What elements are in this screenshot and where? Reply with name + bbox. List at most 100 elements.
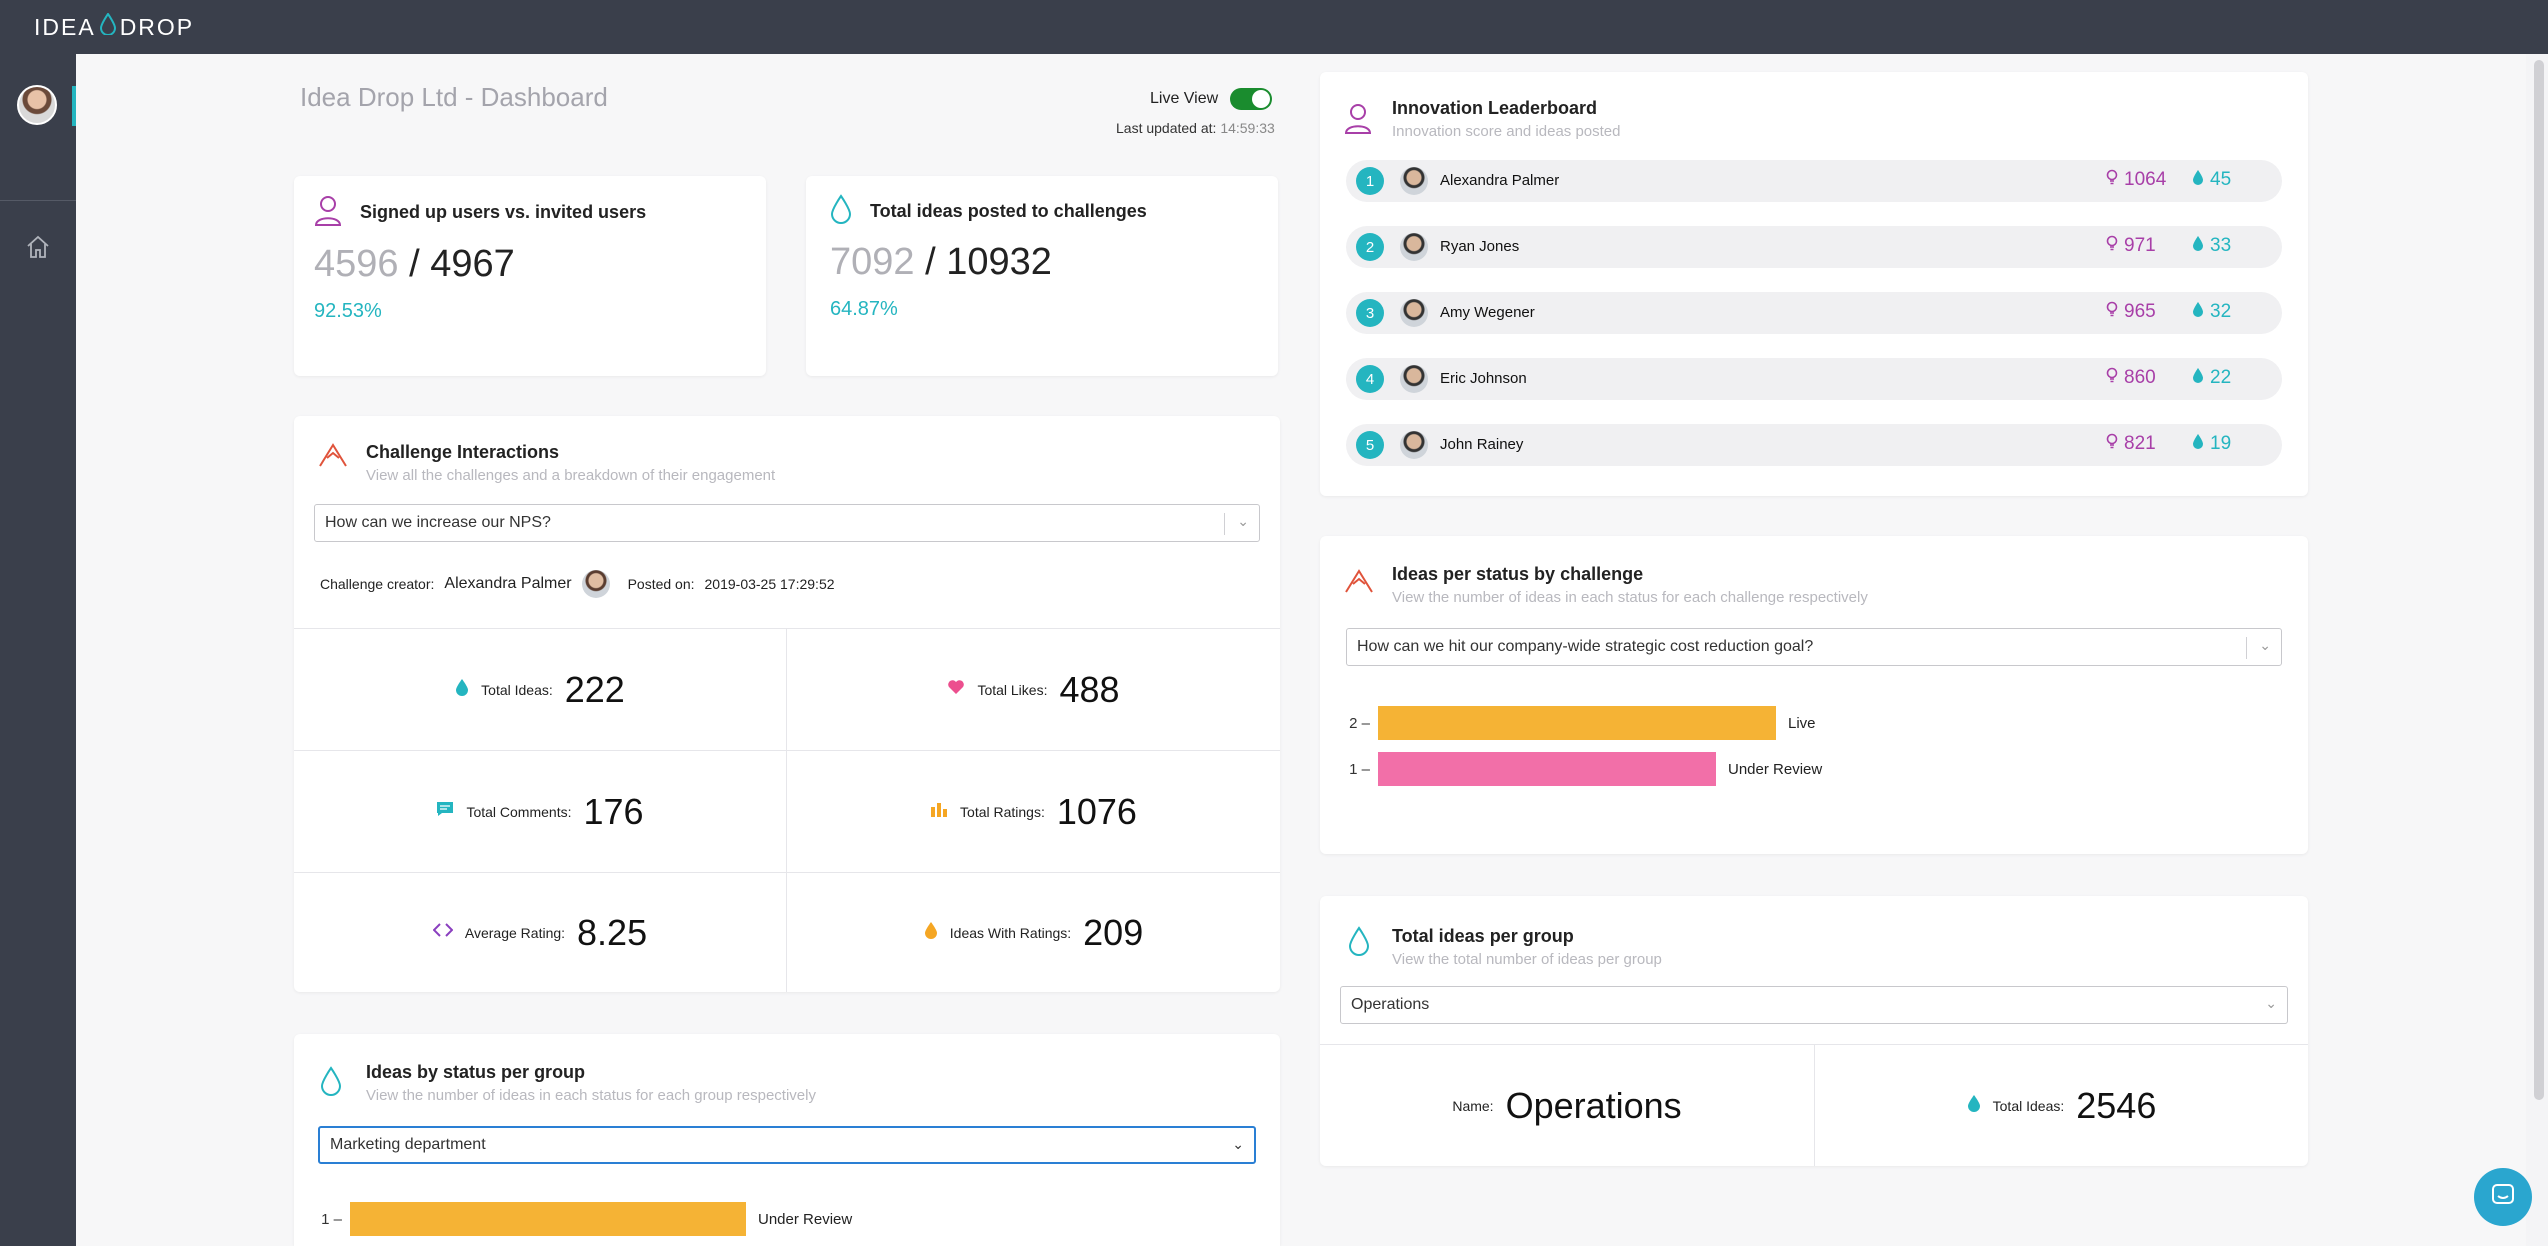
- bar-row: 1 – Under Review: [312, 1202, 852, 1236]
- score-value: 821: [2124, 433, 2156, 454]
- lightbulb-icon: [2106, 367, 2118, 389]
- chevron-down-icon: ⌄: [1237, 513, 1249, 529]
- group-select-value: Marketing department: [330, 1136, 486, 1153]
- leaderboard-row[interactable]: 4 Eric Johnson 860 22: [1346, 358, 2282, 400]
- total-likes-label: Total Likes:: [977, 681, 1048, 698]
- bar[interactable]: [1378, 706, 1776, 740]
- leaderboard-row[interactable]: 5 John Rainey 821 19: [1346, 424, 2282, 466]
- ideas-group-select[interactable]: Operations ⌄: [1340, 986, 2288, 1024]
- rank-badge: 2: [1356, 233, 1384, 261]
- rank-badge: 4: [1356, 365, 1384, 393]
- ratio-separator: /: [914, 241, 947, 283]
- drop-icon: [2192, 235, 2204, 257]
- bar-tick-label: 2 –: [1349, 714, 1370, 732]
- score-value: 1064: [2124, 169, 2167, 190]
- leaderboard-row[interactable]: 1 Alexandra Palmer 1064 45: [1346, 160, 2282, 202]
- score-value: 971: [2124, 235, 2156, 256]
- posted-date: 2019-03-25 17:29:52: [704, 576, 835, 592]
- mountain-icon: [318, 442, 348, 473]
- grid-divider: [786, 628, 787, 992]
- ideas-posted-ratio: 7092 / 10932: [830, 241, 1254, 284]
- creator-avatar: [581, 570, 610, 598]
- ratio-separator: /: [398, 243, 431, 285]
- total-ratings-stat: Total Ratings: 1076: [787, 750, 1280, 872]
- group-name-stat: Name: Operations: [1320, 1044, 1814, 1166]
- app-logo[interactable]: IDEA DROP: [34, 12, 195, 41]
- rank-badge: 5: [1356, 431, 1384, 459]
- last-updated-label: Last updated at:: [1116, 120, 1217, 136]
- avatar: [1400, 299, 1428, 327]
- top-bar: IDEA DROP: [0, 0, 2548, 54]
- user-icon: [314, 194, 342, 231]
- chat-widget-button[interactable]: [2474, 1168, 2532, 1226]
- lightbulb-icon: [2106, 169, 2118, 191]
- drop-icon: [320, 1066, 342, 1101]
- user-avatar[interactable]: [17, 85, 57, 125]
- leaderboard-name[interactable]: Alexandra Palmer: [1440, 172, 1560, 189]
- leaderboard-name[interactable]: Ryan Jones: [1440, 238, 1520, 255]
- home-icon[interactable]: [25, 234, 51, 265]
- total-likes-value: 488: [1059, 668, 1120, 710]
- drop-icon: [1967, 1094, 1981, 1117]
- signed-up-percent: 92.53%: [314, 300, 382, 322]
- vertical-scrollbar[interactable]: [2534, 60, 2544, 1100]
- innovation-score: 860: [2106, 367, 2156, 389]
- ideas-value: 32: [2210, 301, 2232, 322]
- ideas-count: 45: [2192, 169, 2231, 191]
- status-challenge-select[interactable]: How can we hit our company-wide strategi…: [1346, 628, 2282, 666]
- creator-label: Challenge creator:: [320, 576, 435, 592]
- ideas-per-group-title: Total ideas per group: [1392, 926, 1574, 946]
- group-select[interactable]: Marketing department ⌄: [318, 1126, 1256, 1164]
- bar[interactable]: [1378, 752, 1716, 786]
- ideas-with-ratings-value: 209: [1083, 911, 1144, 953]
- group-total-ideas-label: Total Ideas:: [1992, 1097, 2065, 1114]
- logo-text-drop: DROP: [119, 13, 195, 40]
- challenge-select[interactable]: How can we increase our NPS? ⌄: [314, 504, 1260, 542]
- average-rating-label: Average Rating:: [464, 924, 566, 941]
- ideas-count: 19: [2192, 433, 2231, 455]
- innovation-score: 821: [2106, 433, 2156, 455]
- challenge-interactions-title: Challenge Interactions: [366, 442, 560, 462]
- bar-chart-icon: [930, 801, 948, 822]
- total-comments-stat: Total Comments: 176: [294, 750, 786, 872]
- drop-icon: [1348, 926, 1370, 961]
- avatar: [1400, 365, 1428, 393]
- ideas-posted-total: 10932: [946, 241, 1052, 283]
- signed-up-value: 4596: [314, 243, 399, 285]
- group-total-ideas-stat: Total Ideas: 2546: [1815, 1044, 2308, 1166]
- group-name-label: Name:: [1452, 1097, 1494, 1114]
- leaderboard-name[interactable]: Amy Wegener: [1440, 304, 1535, 321]
- ideas-per-status-challenge-card: Ideas per status by challenge View the n…: [1320, 536, 2308, 854]
- group-name-value: Operations: [1505, 1084, 1682, 1126]
- creator-name[interactable]: Alexandra Palmer: [444, 575, 572, 592]
- ideas-group-select-value: Operations: [1351, 996, 1430, 1013]
- bar-row: 1 – Under Review: [1340, 752, 1822, 786]
- average-rating-stat: Average Rating: 8.25: [294, 872, 786, 992]
- signed-up-users-card: Signed up users vs. invited users 4596 /…: [294, 176, 766, 376]
- leaderboard-row[interactable]: 3 Amy Wegener 965 32: [1346, 292, 2282, 334]
- avatar: [1400, 233, 1428, 261]
- group-total-ideas-value: 2546: [2076, 1084, 2157, 1126]
- total-ideas-label: Total Ideas:: [481, 681, 553, 698]
- challenge-interactions-subtitle: View all the challenges and a breakdown …: [366, 467, 776, 484]
- grid-divider: [1814, 1044, 1815, 1166]
- drop-icon: [2192, 169, 2204, 191]
- leaderboard-name[interactable]: Eric Johnson: [1440, 370, 1527, 387]
- bar-tick-label: 1 –: [321, 1210, 342, 1228]
- leaderboard-name[interactable]: John Rainey: [1440, 436, 1524, 453]
- ideas-count: 32: [2192, 301, 2231, 323]
- avatar: [1400, 167, 1428, 195]
- bar[interactable]: [350, 1202, 746, 1236]
- live-view-toggle[interactable]: [1230, 88, 1273, 110]
- status-challenge-select-value: How can we hit our company-wide strategi…: [1357, 638, 1814, 655]
- total-ratings-label: Total Ratings:: [960, 803, 1045, 820]
- leaderboard-row[interactable]: 2 Ryan Jones 971 33: [1346, 226, 2282, 268]
- chevron-down-icon: ⌄: [1232, 1136, 1244, 1152]
- innovation-score: 1064: [2106, 169, 2166, 191]
- ideas-value: 22: [2210, 367, 2232, 388]
- sidebar: [0, 54, 76, 1246]
- code-icon: [432, 922, 454, 943]
- lightbulb-icon: [2106, 235, 2118, 257]
- lightbulb-icon: [2106, 301, 2118, 323]
- heart-icon: [947, 679, 965, 700]
